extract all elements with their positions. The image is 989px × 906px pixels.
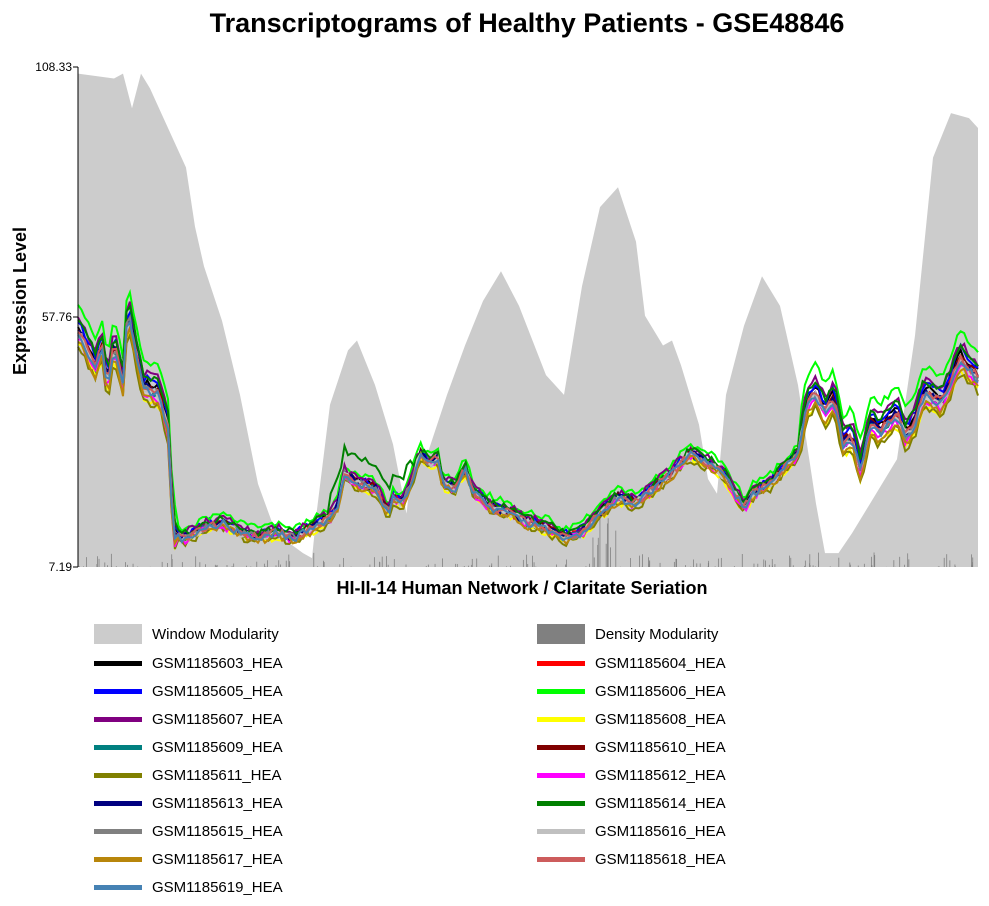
series-line-gsm1185619_hea (77, 319, 979, 544)
series-lines (77, 288, 979, 551)
legend-item-gsm1185610_hea: GSM1185610_HEA (537, 739, 726, 756)
legend-label-window-modularity: Window Modularity (152, 626, 279, 643)
y-tick-label-max: 108.33 (35, 60, 72, 74)
legend-swatch (94, 885, 142, 890)
legend-item-gsm1185614_hea: GSM1185614_HEA (537, 795, 726, 812)
legend-swatch (537, 829, 585, 834)
legend-swatch (537, 689, 585, 694)
chart-title: Transcriptograms of Healthy Patients - G… (210, 8, 845, 38)
legend-swatch (537, 717, 585, 722)
legend-swatch-window-modularity (94, 624, 142, 644)
legend-label: GSM1185615_HEA (152, 823, 283, 840)
axes: 108.33 57.76 7.19 Expression Level HI-II… (10, 60, 708, 598)
legend-swatch (537, 745, 585, 750)
plot-area (77, 73, 979, 567)
legend-item-gsm1185616_hea: GSM1185616_HEA (537, 823, 726, 840)
legend-item-gsm1185612_hea: GSM1185612_HEA (537, 767, 726, 784)
legend-item-gsm1185615_hea: GSM1185615_HEA (94, 823, 283, 840)
legend-swatch (537, 857, 585, 862)
legend-swatch-density-modularity (537, 624, 585, 644)
legend-item-density-modularity: Density Modularity (537, 624, 719, 644)
legend-label: GSM1185606_HEA (595, 683, 726, 700)
legend-item-gsm1185619_hea: GSM1185619_HEA (94, 879, 283, 896)
legend-label: GSM1185614_HEA (595, 795, 726, 812)
legend-label: GSM1185609_HEA (152, 739, 283, 756)
legend-item-gsm1185605_hea: GSM1185605_HEA (94, 683, 283, 700)
legend-label: GSM1185619_HEA (152, 879, 283, 896)
legend-label: GSM1185608_HEA (595, 711, 726, 728)
legend-item-gsm1185608_hea: GSM1185608_HEA (537, 711, 726, 728)
legend-swatch (537, 801, 585, 806)
legend-label: GSM1185604_HEA (595, 655, 726, 672)
legend-label: GSM1185603_HEA (152, 655, 283, 672)
series-line-gsm1185617_hea (77, 323, 979, 547)
legend: Window Modularity Density Modularity GSM… (94, 624, 726, 896)
legend-label: GSM1185610_HEA (595, 739, 726, 756)
legend-item-window-modularity: Window Modularity (94, 624, 279, 644)
legend-item-gsm1185606_hea: GSM1185606_HEA (537, 683, 726, 700)
legend-item-gsm1185613_hea: GSM1185613_HEA (94, 795, 283, 812)
legend-item-gsm1185604_hea: GSM1185604_HEA (537, 655, 726, 672)
y-axis-label: Expression Level (10, 227, 30, 375)
legend-label: GSM1185613_HEA (152, 795, 283, 812)
x-axis-label: HI-II-14 Human Network / Claritate Seria… (336, 578, 707, 598)
legend-series-items: GSM1185603_HEA GSM1185604_HEA GSM1185605_H… (94, 655, 726, 896)
y-tick-label-mid: 57.76 (42, 310, 72, 324)
legend-swatch (94, 745, 142, 750)
window-modularity-area (78, 73, 978, 567)
legend-swatch (94, 773, 142, 778)
legend-swatch (94, 661, 142, 666)
legend-item-gsm1185607_hea: GSM1185607_HEA (94, 711, 283, 728)
legend-swatch (537, 773, 585, 778)
legend-swatch (94, 717, 142, 722)
legend-label: GSM1185618_HEA (595, 851, 726, 868)
series-line-gsm1185606_hea (77, 288, 979, 533)
legend-swatch (94, 801, 142, 806)
legend-label: GSM1185617_HEA (152, 851, 283, 868)
legend-label: GSM1185607_HEA (152, 711, 283, 728)
legend-label: GSM1185611_HEA (152, 767, 282, 784)
legend-item-gsm1185617_hea: GSM1185617_HEA (94, 851, 283, 868)
legend-label: GSM1185612_HEA (595, 767, 726, 784)
legend-swatch (94, 829, 142, 834)
density-modularity-marks (77, 507, 974, 567)
series-line-gsm1185614_hea (77, 304, 979, 539)
legend-item-gsm1185609_hea: GSM1185609_HEA (94, 739, 283, 756)
legend-label-density-modularity: Density Modularity (595, 626, 719, 643)
legend-item-gsm1185603_hea: GSM1185603_HEA (94, 655, 283, 672)
y-tick-label-min: 7.19 (49, 560, 73, 574)
legend-swatch (537, 661, 585, 666)
legend-item-gsm1185618_hea: GSM1185618_HEA (537, 851, 726, 868)
legend-swatch (94, 689, 142, 694)
legend-item-gsm1185611_hea: GSM1185611_HEA (94, 767, 282, 784)
legend-label: GSM1185605_HEA (152, 683, 283, 700)
legend-label: GSM1185616_HEA (595, 823, 726, 840)
legend-swatch (94, 857, 142, 862)
